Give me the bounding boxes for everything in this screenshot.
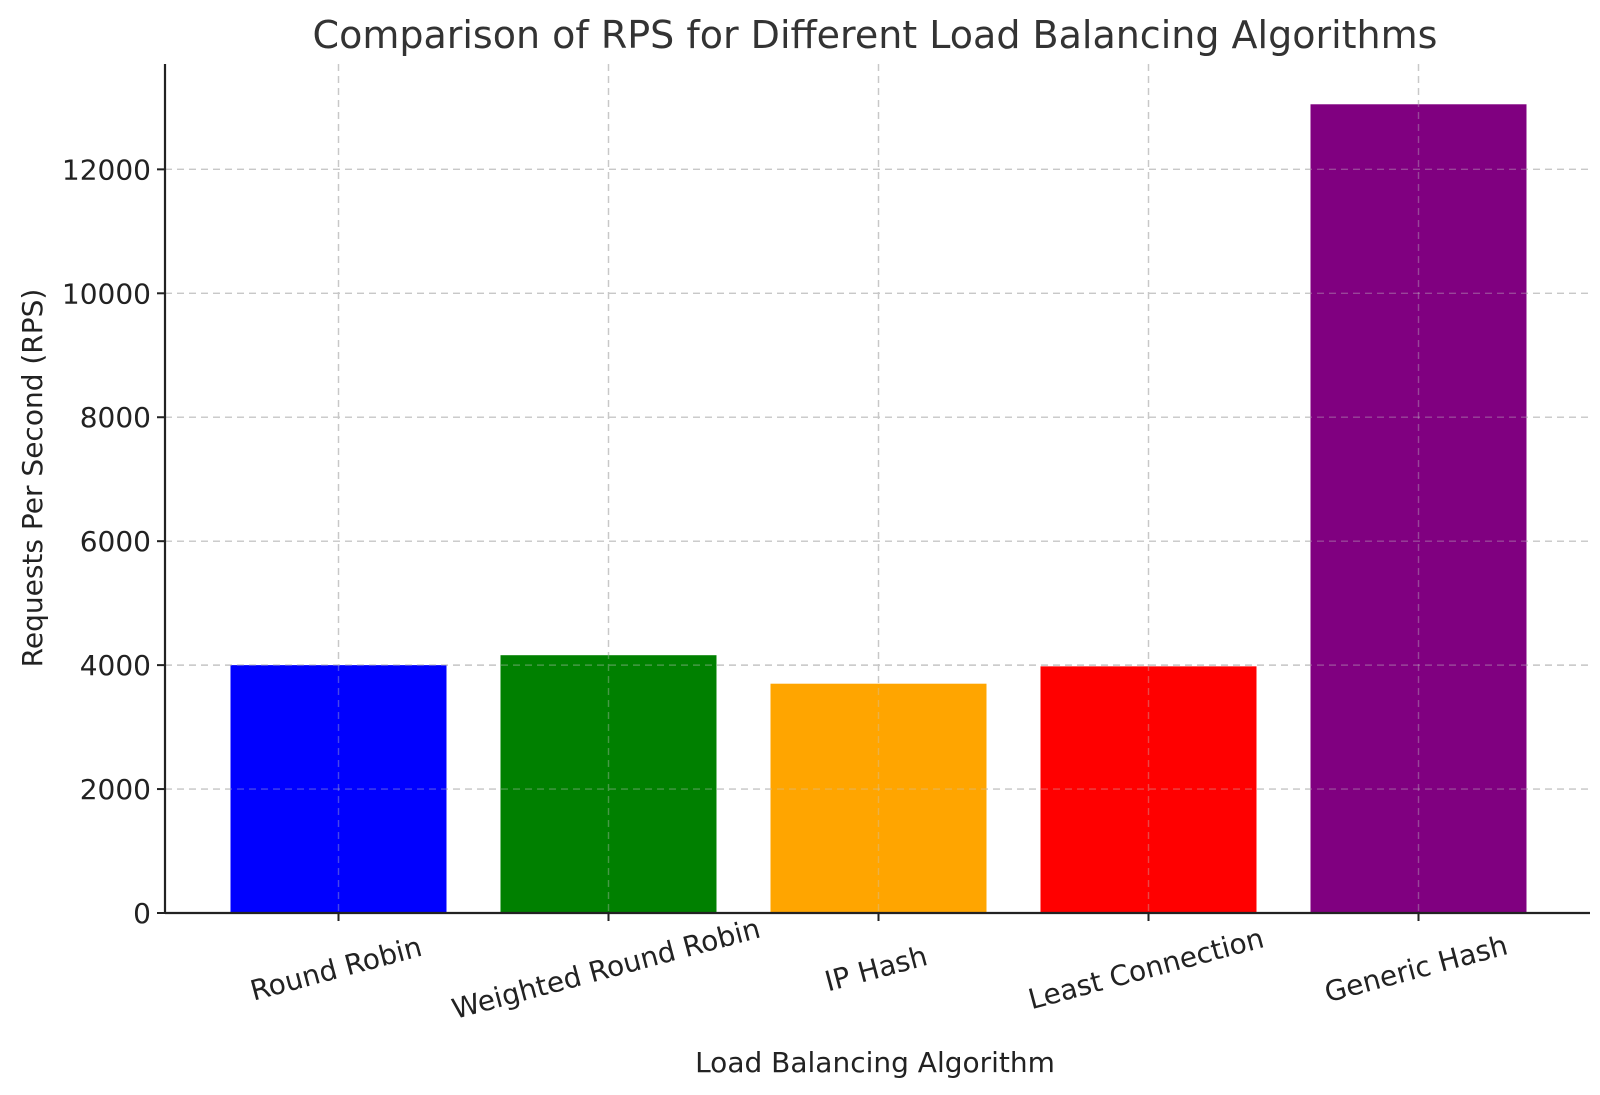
x-axis-label: Load Balancing Algorithm (695, 1046, 1055, 1079)
x-tick-label: Generic Hash (1321, 929, 1511, 1010)
bar-least-connection (1040, 666, 1257, 913)
bars (230, 104, 1527, 914)
x-tick-label: IP Hash (821, 939, 931, 998)
grid-lines-front (165, 64, 1590, 913)
y-tick-label: 2000 (80, 773, 151, 806)
y-tick-label: 6000 (80, 525, 151, 558)
chart-title: Comparison of RPS for Different Load Bal… (313, 13, 1438, 57)
bar-weighted-round-robin (500, 655, 717, 913)
bar-round-robin (230, 665, 447, 913)
y-axis-label: Requests Per Second (RPS) (16, 289, 49, 668)
x-tick-label: Round Robin (247, 930, 426, 1007)
y-tick-label: 8000 (80, 401, 151, 434)
y-tick-label: 0 (133, 897, 151, 930)
y-tick-label: 4000 (80, 649, 151, 682)
y-tick-label: 10000 (62, 277, 151, 310)
x-tick-label: Least Connection (1025, 922, 1268, 1017)
x-tick-label: Weighted Round Robin (448, 912, 763, 1026)
x-axis-ticks: Round Robin Weighted Round Robin IP Hash Le… (247, 912, 1511, 1026)
y-tick-label: 12000 (62, 153, 151, 186)
bar-ip-hash (770, 683, 987, 913)
bar-generic-hash (1310, 104, 1527, 914)
y-axis-ticks: 0 2000 4000 6000 8000 10000 12000 (62, 153, 165, 930)
